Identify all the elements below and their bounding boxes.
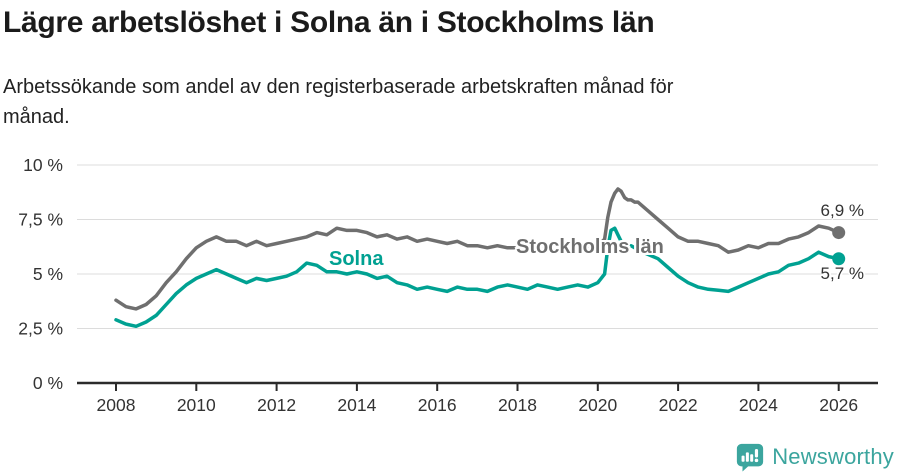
- series-end-dot-stockholm: [832, 226, 846, 240]
- x-axis-tick-label: 2020: [578, 395, 617, 415]
- x-axis-tick-label: 2022: [659, 395, 698, 415]
- newsworthy-logo-icon: [737, 443, 764, 472]
- series-line-stockholm: [114, 187, 841, 311]
- end-value-label-stockholm: 6,9 %: [820, 201, 864, 220]
- x-axis-tick-label: 2012: [257, 395, 296, 415]
- series-line-solna: [114, 226, 841, 329]
- y-axis-tick-label: 0 %: [33, 373, 63, 393]
- x-axis-tick-label: 2014: [337, 395, 376, 415]
- x-axis-tick-label: 2008: [97, 395, 136, 415]
- x-axis-tick-label: 2016: [418, 395, 457, 415]
- series-label-stockholm: Stockholms län: [516, 236, 664, 258]
- y-axis-tick-label: 7,5 %: [18, 210, 63, 230]
- series-label-solna: Solna: [329, 248, 384, 270]
- x-axis-tick-label: 2010: [177, 395, 216, 415]
- x-axis-tick-label: 2018: [498, 395, 537, 415]
- y-axis-tick-label: 10 %: [23, 155, 63, 175]
- newsworthy-brand-text: Newsworthy: [772, 444, 894, 469]
- x-axis-tick-label: 2024: [739, 395, 778, 415]
- x-axis-tick-label: 2026: [819, 395, 858, 415]
- chart-subtitle: Arbetssökande som andel av den registerb…: [3, 76, 674, 128]
- series-end-dot-solna: [832, 252, 846, 266]
- newsworthy-branding: Newsworthy: [735, 442, 894, 472]
- y-axis-tick-label: 5 %: [33, 264, 63, 284]
- page-title: Lägre arbetslöshet i Solna än i Stockhol…: [3, 6, 655, 39]
- line-chart: 0 % 2,5 % 5 % 7,5 % 10 % 2008 2010 2012 2014 2016…: [0, 140, 900, 430]
- y-axis-tick-label: 2,5 %: [18, 319, 63, 339]
- end-value-label-solna: 5,7 %: [820, 264, 864, 283]
- plot-canvas: 0 % 2,5 % 5 % 7,5 % 10 % 2008 2010 2012 2014 2016…: [18, 155, 878, 415]
